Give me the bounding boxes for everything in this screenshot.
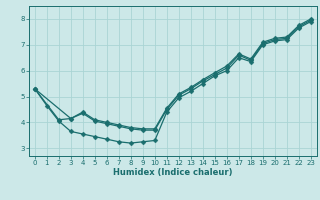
- X-axis label: Humidex (Indice chaleur): Humidex (Indice chaleur): [113, 168, 233, 177]
